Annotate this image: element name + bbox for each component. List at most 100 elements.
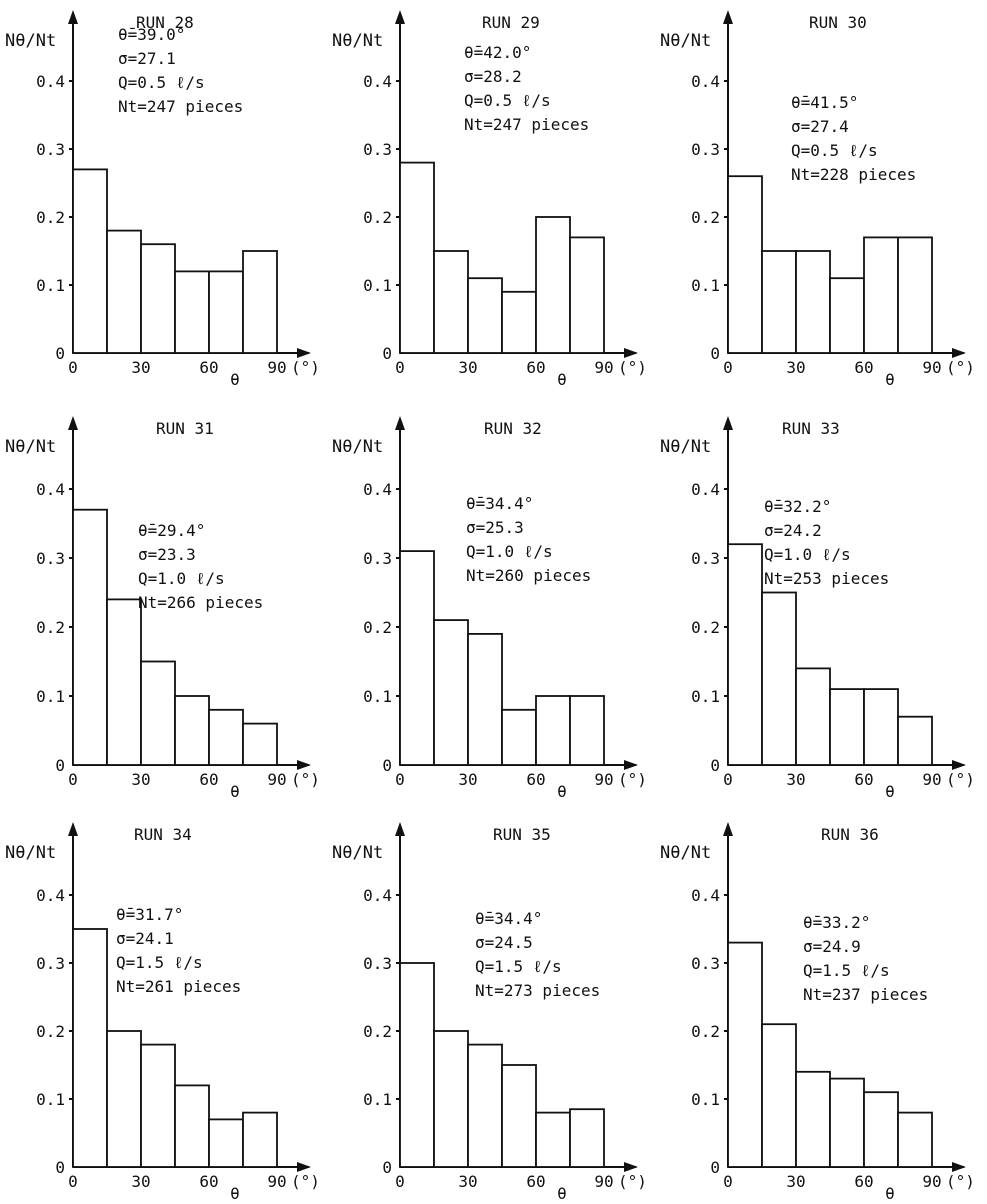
histogram-bar xyxy=(140,243,176,354)
y-tick-label: 0.3 xyxy=(691,549,720,568)
histogram-bar xyxy=(501,1064,537,1168)
histogram-bar xyxy=(399,161,435,354)
y-tick-label: 0 xyxy=(382,756,392,775)
x-tick-label: 30 xyxy=(131,770,150,789)
y-axis-arrow xyxy=(68,10,78,24)
y-tick-label: 0.1 xyxy=(691,687,720,706)
y-axis-arrow xyxy=(395,822,405,836)
panel-stat: θ̄=42.0° xyxy=(464,43,531,62)
histogram-bar xyxy=(72,928,108,1168)
histogram-bar xyxy=(433,1030,469,1168)
histogram-bar xyxy=(795,1070,831,1168)
histogram-bar xyxy=(72,168,108,354)
histogram-panel: 0 0.1 0.2 0.3 0.4 0 30 60 90 θ (°) Nθ/Nt RUN 30 θ̄=41… xyxy=(660,10,975,389)
panel-stat: Q=1.5 ℓ/s xyxy=(803,961,890,980)
x-axis-arrow xyxy=(624,348,638,358)
x-tick-label: 30 xyxy=(131,358,150,377)
panel-stat: σ=24.1 xyxy=(116,929,174,948)
x-unit-label: (°) xyxy=(946,770,975,789)
panel-stat: σ=25.3 xyxy=(466,518,524,537)
y-axis-arrow xyxy=(723,822,733,836)
x-tick-label: 90 xyxy=(267,770,286,789)
panel-stat: σ=23.3 xyxy=(138,545,196,564)
x-tick-label: 60 xyxy=(526,770,545,789)
x-axis-label: θ xyxy=(230,1184,240,1203)
histogram-bar xyxy=(208,270,244,354)
histogram-bar xyxy=(761,591,797,766)
histogram-bar xyxy=(501,708,537,766)
x-tick-label: 60 xyxy=(199,358,218,377)
y-tick-label: 0.2 xyxy=(691,208,720,227)
y-axis-label: Nθ/Nt xyxy=(660,31,711,51)
x-tick-label: 0 xyxy=(395,358,405,377)
x-axis-arrow xyxy=(624,1162,638,1172)
histogram-bar xyxy=(897,1111,933,1168)
x-tick-label: 0 xyxy=(723,1172,733,1191)
y-tick-label: 0.1 xyxy=(363,687,392,706)
y-tick-label: 0.3 xyxy=(36,954,65,973)
histogram-panel: 0 0.1 0.2 0.3 0.4 0 30 60 90 θ (°) Nθ/Nt RUN 29 θ̄=42… xyxy=(332,10,647,389)
panel-stat: σ=28.2 xyxy=(464,67,522,86)
histogram-panel: 0 0.1 0.2 0.3 0.4 0 30 60 90 θ (°) Nθ/Nt RUN 28θ̄=39… xyxy=(5,10,320,389)
panel-title: RUN 33 xyxy=(782,419,840,438)
panel-stat: Nt=261 pieces xyxy=(116,977,241,996)
panel-title: RUN 29 xyxy=(482,13,540,32)
x-tick-label: 90 xyxy=(267,358,286,377)
panel-stat: θ̄=41.5° xyxy=(791,93,858,112)
panel-stat: Q=1.0 ℓ/s xyxy=(466,542,553,561)
histogram-bar xyxy=(208,708,244,766)
x-axis-arrow xyxy=(297,348,311,358)
y-tick-label: 0.4 xyxy=(36,886,65,905)
panel-stat: Q=0.5 ℓ/s xyxy=(464,91,551,110)
panel-stat: σ=24.5 xyxy=(475,933,533,952)
x-axis-arrow xyxy=(297,1162,311,1172)
x-axis-label: θ xyxy=(885,370,895,389)
y-axis-label: Nθ/Nt xyxy=(332,843,383,863)
y-tick-label: 0.1 xyxy=(691,1090,720,1109)
histogram-panel: 0 0.1 0.2 0.3 0.4 0 30 60 90 θ (°) Nθ/Nt RUN 34 θ̄=31… xyxy=(5,822,320,1203)
y-tick-label: 0.1 xyxy=(363,1090,392,1109)
panel-title: RUN 35 xyxy=(493,825,551,844)
x-tick-label: 90 xyxy=(922,1172,941,1191)
x-axis-label: θ xyxy=(230,370,240,389)
y-tick-label: 0 xyxy=(382,1158,392,1177)
y-tick-label: 0.2 xyxy=(36,208,65,227)
y-tick-label: 0.2 xyxy=(363,208,392,227)
panel-stat: σ=24.9 xyxy=(803,937,861,956)
x-tick-label: 0 xyxy=(395,770,405,789)
histogram-bar xyxy=(535,1111,571,1168)
panel-stat: Nt=253 pieces xyxy=(764,569,889,588)
y-tick-label: 0.4 xyxy=(36,480,65,499)
x-axis-arrow xyxy=(952,348,966,358)
y-axis-arrow xyxy=(395,10,405,24)
x-unit-label: (°) xyxy=(291,770,320,789)
histogram-panel: 0 0.1 0.2 0.3 0.4 0 30 60 90 θ (°) Nθ/Nt RUN 31 θ̄=29… xyxy=(5,416,320,801)
x-tick-label: 90 xyxy=(922,770,941,789)
x-axis-label: θ xyxy=(885,1184,895,1203)
panel-stat: Nt=266 pieces xyxy=(138,593,263,612)
histogram-bar xyxy=(208,1118,244,1168)
x-tick-label: 30 xyxy=(458,358,477,377)
y-axis-arrow xyxy=(723,10,733,24)
panel-title: RUN 32 xyxy=(484,419,542,438)
y-tick-label: 0 xyxy=(55,1158,65,1177)
histogram-bar xyxy=(897,236,933,354)
histogram-bar xyxy=(761,250,797,354)
histogram-bar xyxy=(829,688,865,766)
x-tick-label: 60 xyxy=(854,358,873,377)
histogram-bar xyxy=(106,1030,142,1168)
panel-stat: Nt=260 pieces xyxy=(466,566,591,585)
histogram-bar xyxy=(569,1108,605,1168)
y-tick-label: 0.3 xyxy=(36,549,65,568)
y-tick-label: 0.3 xyxy=(363,549,392,568)
y-axis-arrow xyxy=(395,416,405,430)
panel-title: RUN 28 xyxy=(136,13,194,32)
panel-title: RUN 31 xyxy=(156,419,214,438)
y-tick-label: 0 xyxy=(710,1158,720,1177)
x-tick-label: 30 xyxy=(786,770,805,789)
panel-stat: Nt=247 pieces xyxy=(118,97,243,116)
panel-title: RUN 34 xyxy=(134,825,192,844)
panel-stat: Q=1.5 ℓ/s xyxy=(116,953,203,972)
y-axis-label: Nθ/Nt xyxy=(5,31,56,51)
